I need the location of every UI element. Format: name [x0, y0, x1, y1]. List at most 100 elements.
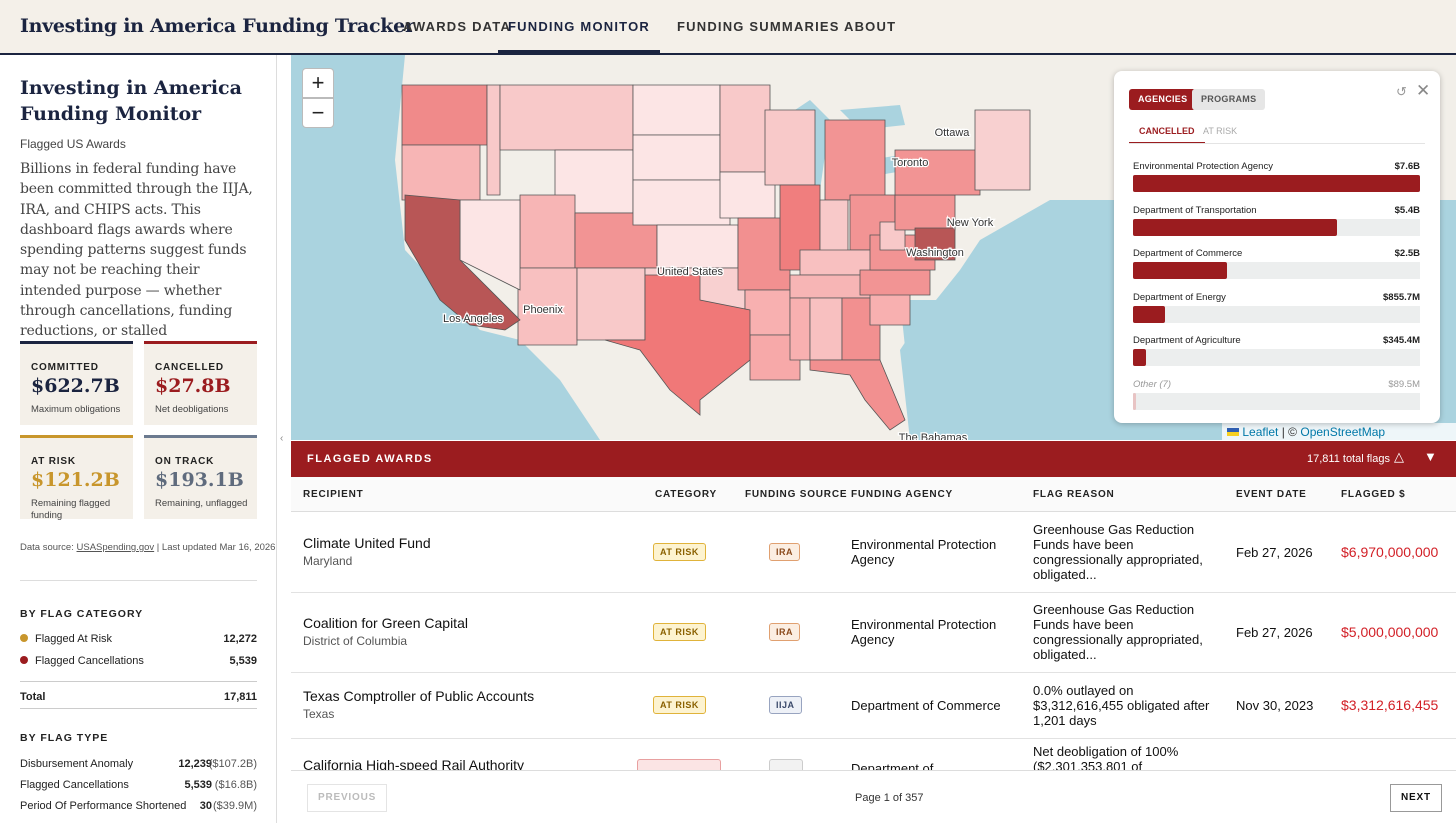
category-label: Flagged At Risk: [35, 633, 113, 645]
agency-bar: [1133, 349, 1147, 367]
agency-panel: AGENCIES PROGRAMS ↺ ✕ CANCELLED AT RISK …: [1114, 71, 1440, 423]
event-date: Feb 27, 2026: [1236, 545, 1313, 560]
column-header: FLAG REASON: [1033, 489, 1115, 500]
nav-link[interactable]: FUNDING MONITOR: [498, 19, 660, 53]
type-amount: ($107.2B): [208, 758, 257, 770]
flag-icon: [1227, 428, 1239, 436]
section-heading: BY FLAG CATEGORY: [20, 608, 144, 620]
state: [719, 84, 771, 173]
column-header: FLAGGED $: [1341, 489, 1406, 500]
category-badge: AT RISK: [653, 543, 706, 561]
card-note: Net deobligations: [155, 404, 229, 415]
total-row: Total 17,811: [20, 681, 257, 709]
type-count: 12,239: [178, 758, 212, 770]
table-bar: FLAGGED AWARDS 17,811 total flags △ ▼: [291, 441, 1456, 477]
agency-bar: [1133, 305, 1166, 323]
card-note: Maximum obligations: [31, 404, 121, 415]
divider: [20, 580, 257, 581]
flag-reason: 0.0% outlayed on $3,312,616,455 obligate…: [1033, 683, 1210, 728]
column-header: RECIPIENT: [303, 489, 364, 500]
expand-up[interactable]: △: [1394, 449, 1404, 464]
stat-card: AT RISK $121.2B Remaining flagged funding: [20, 435, 133, 521]
total-label: Total: [20, 691, 46, 703]
agency-bar: [1133, 175, 1420, 192]
map-label: Phoenix: [523, 304, 563, 316]
state: [914, 227, 956, 261]
collapse-handle[interactable]: ‹: [280, 433, 284, 444]
column-header: CATEGORY: [655, 489, 717, 500]
next-button[interactable]: NEXT: [1390, 784, 1442, 812]
state: [604, 274, 751, 416]
nav-link[interactable]: FUNDING SUMMARIES: [677, 19, 840, 34]
state: [764, 109, 816, 186]
type-row: Disbursement Anomaly 12,239 ($107.2B): [20, 758, 257, 774]
bar-track: [1133, 393, 1420, 410]
agency-value: $7.6B: [1394, 161, 1420, 172]
zoom-in[interactable]: +: [302, 68, 334, 98]
category-badge: [637, 759, 721, 770]
total-value: 17,811: [223, 691, 257, 703]
agency-name: Department of Commerce: [1133, 248, 1243, 260]
updated: | Last updated Mar 16, 2026: [156, 542, 276, 553]
flag-reason: Greenhouse Gas Reduction Funds have been…: [1033, 602, 1203, 662]
table-header: [291, 477, 1456, 512]
attr-link[interactable]: Leaflet: [1242, 425, 1279, 439]
state: [401, 84, 488, 146]
brand[interactable]: Investing in America Funding Tracker: [20, 15, 415, 37]
state: [744, 289, 791, 336]
tab[interactable]: AGENCIES: [1129, 89, 1197, 110]
source-line: Data source: USASpending.gov | Last upda…: [20, 542, 275, 553]
map-label: New York: [947, 217, 994, 229]
card-value: $121.2B: [31, 469, 120, 491]
agency-name: Department of Transportation: [1133, 204, 1257, 216]
flagged-amount: $3,312,616,455: [1341, 697, 1439, 713]
agency-value: $2.5B: [1394, 248, 1420, 260]
agency: Department of Commerce: [851, 697, 1001, 713]
map-label: Ottawa: [935, 127, 971, 139]
source-badge: IRA: [769, 543, 800, 561]
source-badge: IRA: [769, 623, 800, 641]
reset-icon[interactable]: ↺: [1396, 84, 1407, 99]
tab[interactable]: PROGRAMS: [1192, 89, 1266, 110]
location: Maryland: [303, 554, 353, 568]
divider: [1129, 143, 1425, 144]
collapse-down[interactable]: ▼: [1424, 449, 1437, 464]
sidebar-title: Investing in America Funding Monitor: [20, 77, 242, 125]
nav-link[interactable]: AWARDS DATA: [403, 19, 512, 34]
stat-card: CANCELLED $27.8B Net deobligations: [144, 341, 257, 425]
agency-value: $89.5M: [1388, 379, 1420, 390]
card-value: $27.8B: [155, 375, 231, 397]
subtab[interactable]: CANCELLED: [1129, 126, 1205, 144]
close-icon[interactable]: ✕: [1416, 81, 1431, 100]
subtab[interactable]: AT RISK: [1203, 126, 1238, 136]
state: [576, 267, 646, 341]
source-link[interactable]: USASpending.gov: [76, 542, 155, 553]
agency-name: Department of Agriculture: [1133, 335, 1241, 347]
agency: Environmental Protection Agency: [851, 537, 997, 567]
zoom-out[interactable]: −: [302, 98, 334, 128]
nav-link[interactable]: ABOUT: [844, 19, 897, 34]
state: [486, 84, 501, 196]
flagged-amount: $6,970,000,000: [1341, 544, 1439, 560]
stat-card: ON TRACK $193.1B Remaining, unflagged: [144, 435, 257, 519]
location: District of Columbia: [303, 634, 408, 648]
state: [894, 149, 981, 196]
prev-button[interactable]: PREVIOUS: [307, 784, 388, 812]
state: [819, 199, 849, 256]
card-label: AT RISK: [31, 456, 76, 467]
attr-link[interactable]: OpenStreetMap: [1300, 425, 1386, 439]
type-count: 5,539: [184, 779, 212, 791]
agency-name: Environmental Protection Agency: [1133, 161, 1273, 172]
state: [824, 119, 886, 201]
type-label: Flagged Cancellations: [20, 779, 129, 791]
attr-text: | ©: [1281, 425, 1298, 439]
event-date: Nov 30, 2023: [1236, 698, 1314, 713]
bar-track: [1133, 349, 1420, 367]
recipient: California High-speed Rail Authority: [303, 757, 524, 771]
flagged-amount: $5,000,000,000: [1341, 624, 1439, 640]
state: [859, 269, 931, 296]
category-value: 12,272: [223, 633, 257, 645]
type-label: Period Of Performance Shortened: [20, 800, 187, 812]
category-badge: AT RISK: [653, 623, 706, 641]
